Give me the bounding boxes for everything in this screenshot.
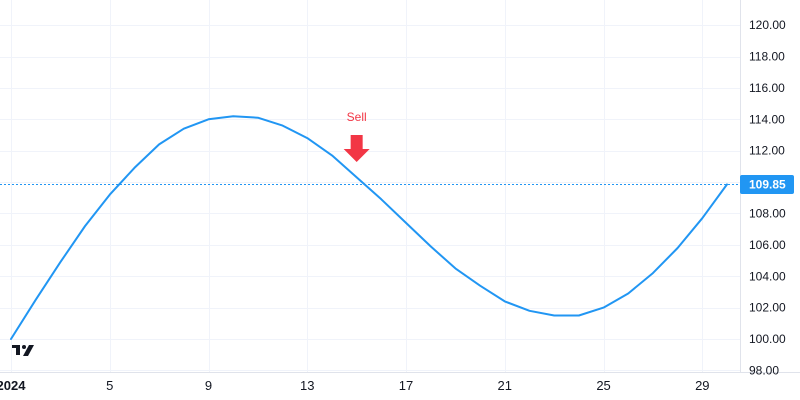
last-price-label-bg: [740, 175, 794, 194]
last-price-label-text: 109.85: [749, 178, 786, 192]
time-axis[interactable]: 2024 5 9 13 17 21 25 29: [0, 378, 710, 393]
x-tick-label: 13: [300, 378, 314, 393]
y-tick-label: 98.00: [749, 363, 779, 377]
y-tick-label: 114.00: [749, 112, 785, 126]
x-tick-label: 2024: [0, 378, 26, 393]
grid: [0, 0, 740, 372]
sell-arrow-down-icon: [343, 135, 370, 162]
y-tick-label: 120.00: [749, 18, 786, 32]
series: [10, 115, 728, 340]
y-tick-label: 104.00: [749, 269, 786, 283]
x-tick-label: 5: [106, 378, 113, 393]
x-tick-label: 9: [205, 378, 212, 393]
price-axis[interactable]: 98.00100.00102.00104.00106.00108.00110.0…: [749, 18, 786, 377]
y-tick-label: 108.00: [749, 206, 786, 220]
y-tick-label: 116.00: [749, 81, 785, 95]
annotations: Sell: [343, 110, 370, 162]
y-tick-label: 112.00: [749, 144, 785, 158]
x-tick-label: 29: [695, 378, 709, 393]
y-tick-label: 100.00: [749, 332, 786, 346]
sell-annotation-label: Sell: [347, 110, 367, 124]
tradingview-logo-icon[interactable]: [12, 345, 34, 356]
last-price-label: 109.85: [740, 175, 794, 194]
x-tick-label: 21: [498, 378, 512, 393]
price-line-series: [10, 115, 728, 340]
y-tick-label: 102.00: [749, 301, 786, 315]
y-tick-label: 106.00: [749, 238, 786, 252]
x-tick-label: 17: [399, 378, 413, 393]
y-tick-label: 118.00: [749, 50, 785, 64]
x-tick-label: 25: [596, 378, 610, 393]
